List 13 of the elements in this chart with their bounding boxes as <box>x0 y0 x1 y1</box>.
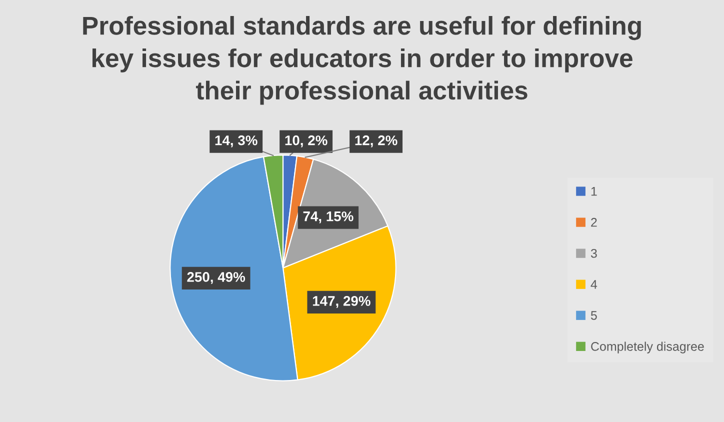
legend-label: 4 <box>590 280 598 289</box>
data-label: 147, 29% <box>312 296 370 308</box>
legend-label: 1 <box>591 187 597 196</box>
legend-label: 2 <box>591 218 597 227</box>
legend-label: 5 <box>590 311 597 320</box>
data-label: 74, 15% <box>303 211 354 224</box>
data-label: 10, 2% <box>285 135 328 148</box>
legend-label: Completely disagree <box>591 342 704 354</box>
chart-title: Professional standards are useful for defining key issues for educators in order to improve their professional activities <box>83 16 641 105</box>
data-label: 250, 49% <box>187 272 246 284</box>
legend-label: 3 <box>590 248 597 258</box>
data-label: 12, 2% <box>355 135 398 148</box>
data-label: 14, 3% <box>215 135 258 148</box>
